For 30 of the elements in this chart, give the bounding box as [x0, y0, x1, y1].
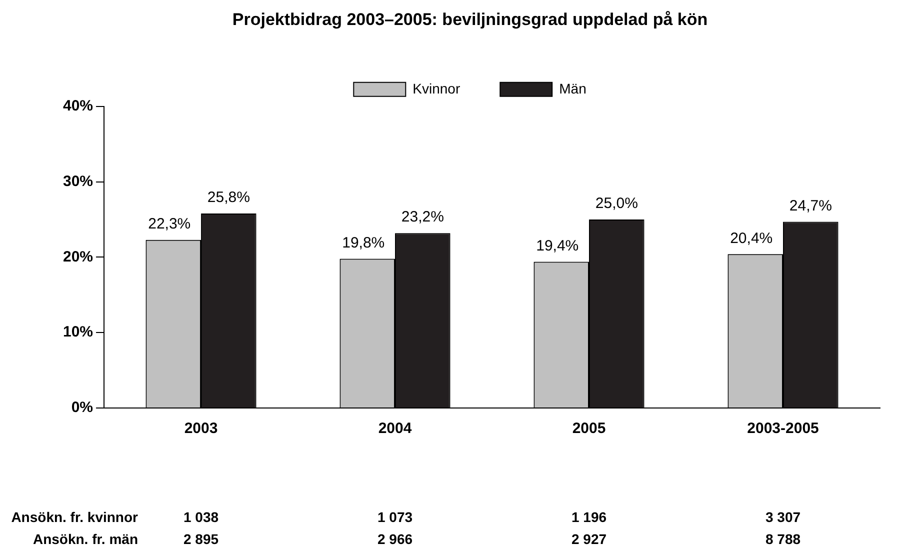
data-label: 19,4%	[536, 237, 579, 254]
text: Ansökn. fr. kvinnor	[11, 508, 139, 525]
data-label: 19,8%	[342, 234, 385, 252]
y-tick-label: 0%	[71, 399, 94, 416]
data-label: 23,2%	[401, 208, 444, 226]
x-tick-label: 2003	[184, 420, 218, 438]
x-tick-label: 2003-2005	[747, 420, 819, 438]
data-label: 22,3%	[148, 216, 191, 232]
x-tick-label: 2004	[378, 420, 412, 438]
data-label: 24,7%	[789, 197, 832, 214]
y-tick-label: 10%	[62, 324, 94, 341]
text: 8 788	[765, 530, 801, 547]
legend-label: Män	[559, 80, 586, 96]
data-label: 25,0%	[595, 195, 638, 212]
x-tick-label: 2005	[572, 420, 606, 438]
y-tick-label: 40%	[62, 98, 94, 115]
text: 2 927	[571, 530, 607, 547]
text: Ansökn. fr. män	[32, 530, 138, 547]
chart-title: Projektbidrag 2003–2005: beviljningsgrad uppdelad på kön	[232, 10, 708, 29]
text: 2 895	[183, 530, 219, 547]
legend-label: Kvinnor	[412, 80, 460, 96]
text: 1 073	[377, 508, 413, 525]
text: 3 307	[765, 508, 801, 525]
y-tick-label: 30%	[62, 172, 94, 190]
data-label: 25,8%	[207, 189, 250, 206]
data-label: 20,4%	[730, 230, 773, 247]
text: 2 966	[377, 530, 413, 547]
text: 1 196	[571, 508, 607, 525]
text: 1 038	[183, 508, 219, 525]
y-tick-label: 20%	[62, 248, 94, 266]
